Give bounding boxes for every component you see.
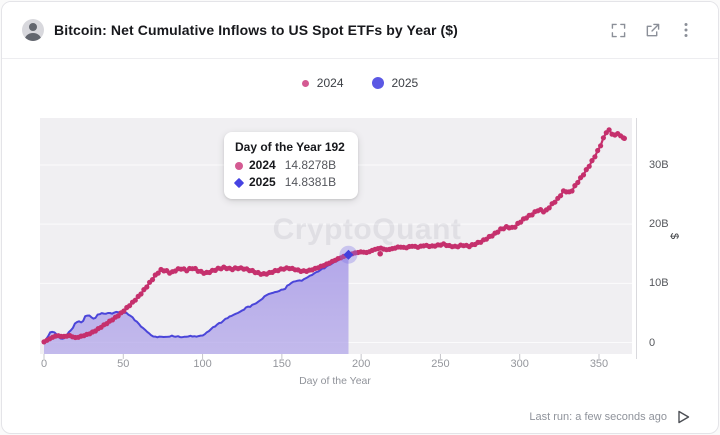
x-tick-label: 300 <box>510 358 529 370</box>
tooltip: Day of the Year 192 2024 14.8278B 2025 1… <box>224 132 358 199</box>
more-options-button[interactable] <box>674 18 698 42</box>
watermark: CryptoQuant <box>272 213 462 246</box>
x-tick-label: 0 <box>40 358 48 370</box>
fullscreen-button[interactable] <box>606 18 630 42</box>
tooltip-row: 2024 14.8278B <box>235 157 345 174</box>
diamond-marker-icon <box>233 177 245 188</box>
circle-marker-icon <box>235 161 243 170</box>
x-tick-label: 350 <box>589 358 609 370</box>
legend-dot-2025 <box>371 77 384 89</box>
x-tick-label: 250 <box>431 358 450 370</box>
legend: 2024 2025 <box>2 76 718 90</box>
tooltip-series-label: 2024 <box>249 158 276 172</box>
last-run-text: Last run: a few seconds ago <box>529 411 667 423</box>
y-axis-label: $ <box>668 232 681 240</box>
legend-item-2025[interactable]: 2025 <box>371 76 419 90</box>
x-axis-label: Day of the Year <box>299 375 371 387</box>
y-tick-label: 20B <box>649 218 669 231</box>
play-icon <box>678 410 690 424</box>
legend-item-2024[interactable]: 2024 <box>301 76 344 90</box>
y-tick-label: 0 <box>649 336 656 349</box>
legend-dot-2024 <box>301 79 309 87</box>
open-external-button[interactable] <box>640 18 664 42</box>
y-tick-label: 30B <box>649 158 669 171</box>
avatar[interactable] <box>22 19 44 41</box>
tooltip-title: Day of the Year 192 <box>235 140 345 154</box>
run-button[interactable] <box>677 410 690 424</box>
y-tick-label: 10B <box>649 277 669 290</box>
tooltip-series-value: 14.8381B <box>284 175 337 189</box>
external-link-icon <box>646 23 659 36</box>
x-tick-label: 200 <box>351 358 371 370</box>
x-tick-label: 100 <box>193 358 212 370</box>
page-title: Bitcoin: Net Cumulative Inflows to US Sp… <box>54 22 458 38</box>
footer: Last run: a few seconds ago <box>529 401 718 433</box>
legend-label-2025: 2025 <box>391 76 419 90</box>
fullscreen-icon <box>611 23 625 37</box>
kebab-icon <box>684 23 688 37</box>
tooltip-series-value: 14.8278B <box>284 158 337 172</box>
legend-label-2024: 2024 <box>316 76 344 90</box>
person-icon <box>24 23 42 41</box>
tooltip-row: 2025 14.8381B <box>233 174 345 191</box>
tooltip-series-label: 2025 <box>249 175 276 189</box>
x-tick-label: 150 <box>272 358 292 370</box>
x-tick-label: 50 <box>117 358 130 370</box>
header: Bitcoin: Net Cumulative Inflows to US Sp… <box>2 2 718 59</box>
